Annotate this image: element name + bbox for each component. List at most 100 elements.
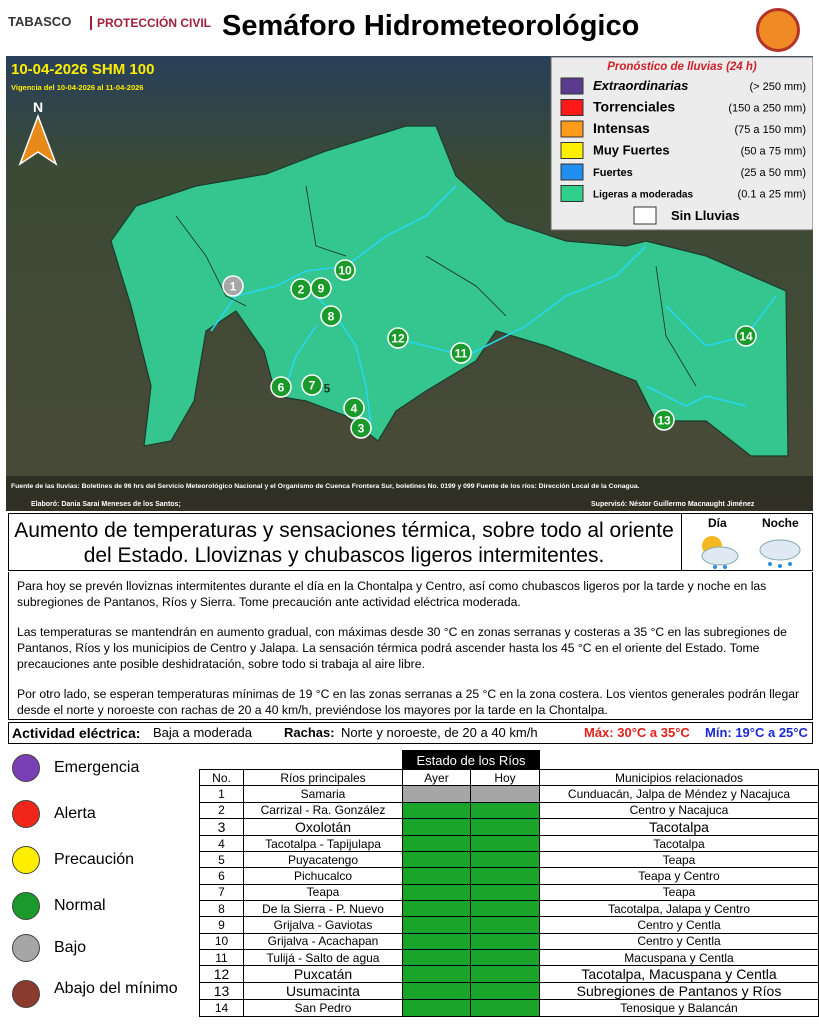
status-yesterday — [402, 916, 471, 934]
river-name: De la Sierra - P. Nuevo — [243, 900, 403, 918]
river-name: Usumacinta — [243, 982, 403, 1001]
table-row: 3 Oxolotán Tacotalpa — [199, 817, 819, 836]
status-label: Alerta — [54, 805, 96, 822]
status-dot — [12, 892, 40, 920]
legend-swatch — [560, 77, 584, 95]
marker-label: 9 — [318, 282, 325, 296]
logo-state: TABASCO — [8, 14, 72, 29]
river-number: 7 — [199, 883, 244, 902]
table-row: 5 Puyacatengo Teapa — [199, 851, 819, 869]
legend-label: Intensas — [593, 120, 650, 136]
marker-label: 12 — [391, 332, 405, 346]
prepared-by: Elaboró: Dania Sarai Meneses de los Sant… — [31, 501, 181, 508]
max-temp: Máx: 30°C a 35°C — [584, 725, 690, 740]
column-header: Municipios relacionados — [539, 768, 819, 787]
table-row: 10 Grijalva - Acachapan Centro y Centla — [199, 932, 819, 950]
table-row: 8 De la Sierra - P. Nuevo Tacotalpa, Jalap… — [199, 900, 819, 918]
marker-label: 8 — [328, 310, 335, 324]
north-arrow — [18, 113, 58, 166]
status-today — [470, 785, 540, 803]
river-number: 2 — [199, 801, 244, 819]
river-number: 6 — [199, 867, 244, 885]
table-row: 12 Puxcatán Tacotalpa, Macuspana y Centla — [199, 965, 819, 984]
status-dot — [12, 754, 40, 782]
status-yesterday — [402, 834, 471, 853]
legend-range: (75 a 150 mm) — [734, 124, 806, 136]
summary-text: Aumento de temperaturas y sensaciones té… — [14, 519, 674, 567]
table-row: 2 Carrizal - Ra. González Centro y Nacajuc… — [199, 801, 819, 819]
marker-dot — [450, 342, 472, 364]
legend-label: Muy Fuertes — [593, 143, 670, 158]
icon-art — [701, 536, 801, 569]
status-label: Normal — [54, 897, 106, 914]
paragraph: Las temperaturas se mantendrán en aument… — [17, 625, 787, 671]
status-today — [470, 883, 540, 902]
summary-box: Aumento de temperaturas y sensaciones té… — [8, 513, 813, 571]
status-today — [470, 867, 540, 885]
river-number: 4 — [199, 834, 244, 853]
river-number: 3 — [199, 817, 244, 836]
status-dot — [12, 934, 40, 962]
legend-range: (50 a 75 mm) — [741, 146, 806, 158]
column-header: Hoy — [470, 768, 540, 787]
river-name: Oxolotán — [243, 817, 403, 836]
legend-label: Extraordinarias — [593, 78, 688, 93]
status-label: Precaución — [54, 851, 135, 868]
status-yesterday — [402, 851, 471, 869]
table-row: 7 Teapa Teapa — [199, 883, 819, 902]
marker-label: 13 — [657, 414, 671, 428]
column-header: No. — [199, 768, 244, 787]
legend-title: Pronóstico de lluvias (24 h) — [607, 61, 757, 73]
status-today — [470, 801, 540, 819]
rain-icon — [713, 562, 792, 569]
river-name: Puxcatán — [243, 965, 403, 984]
status-yesterday — [402, 965, 471, 984]
footer-band — [6, 476, 813, 511]
table-row: 1 Samaria Cunduacán, Jalpa de Méndez y Nac… — [199, 785, 819, 803]
legend-label: Sin Lluvias — [671, 208, 740, 223]
marker-label: 3 — [358, 422, 365, 436]
marker-dot — [653, 409, 675, 431]
north-label: N — [33, 99, 43, 115]
cloud-icon — [701, 546, 739, 566]
logo-agency: PROTECCIÓN CIVIL — [90, 16, 211, 30]
status-yesterday — [402, 867, 471, 885]
river-number: 9 — [199, 916, 244, 934]
status-today — [470, 932, 540, 950]
activity-value: Baja a moderada — [153, 725, 253, 740]
status-yesterday — [402, 785, 471, 803]
table-title: Estado de los Ríos — [402, 750, 540, 770]
marker-label: 2 — [298, 283, 305, 297]
municipalities: Cunduacán, Jalpa de Méndez y Nacajuca — [539, 785, 819, 803]
map-legend: Pronóstico de lluvias (24 h) Extraordina… — [550, 56, 813, 231]
marker-label: 4 — [351, 402, 358, 416]
marker-dot — [334, 259, 356, 281]
status-label: Emergencia — [54, 759, 140, 776]
municipalities: Tacotalpa — [539, 817, 819, 836]
legend-swatch — [560, 163, 584, 181]
marker-dot — [310, 277, 332, 299]
status-yesterday — [402, 817, 471, 836]
legend-box — [550, 56, 813, 231]
supervised-by: Supervisó: Néstor Guillermo Macnaught Ji… — [591, 501, 755, 508]
municipalities: Centro y Nacajuca — [539, 801, 819, 819]
legend-swatch — [560, 120, 584, 138]
marker-label: 11 — [455, 347, 468, 361]
paragraph: Por otro lado, se esperan temperaturas m… — [17, 687, 800, 717]
legend-range: (25 a 50 mm) — [741, 167, 806, 179]
status-yesterday — [402, 801, 471, 819]
activity-row: Actividad eléctrica: Baja a moderada Rac… — [8, 722, 813, 744]
marker-dot — [735, 325, 757, 347]
river-number: 10 — [199, 932, 244, 950]
municipalities: Subregiones de Pantanos y Ríos — [539, 982, 819, 1001]
status-today — [470, 900, 540, 918]
river-number: 12 — [199, 965, 244, 984]
activity-label: Actividad eléctrica: — [12, 725, 141, 741]
river-name: Tulijá - Salto de agua — [243, 948, 403, 967]
marker-label: 6 — [278, 381, 285, 395]
status-dot — [12, 980, 40, 1008]
legend-swatch — [560, 99, 584, 116]
rivers — [210, 185, 777, 427]
legend-range: (150 a 250 mm) — [728, 103, 806, 115]
